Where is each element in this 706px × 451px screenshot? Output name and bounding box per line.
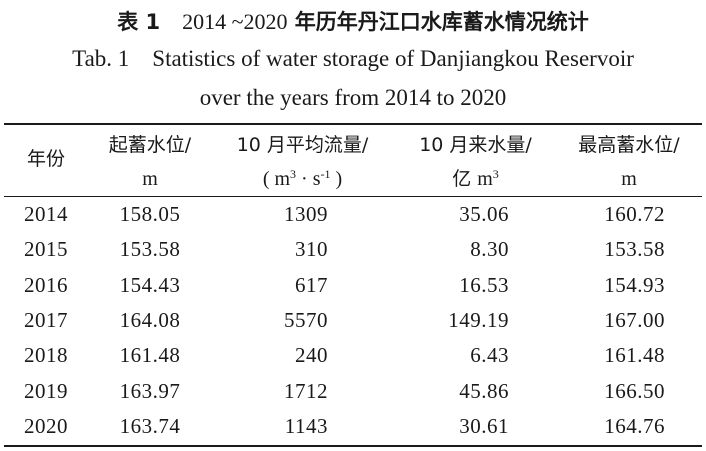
table-cell: 149.19 [448, 307, 509, 332]
table-cell: 6.43 [470, 343, 509, 368]
table-cell-year: 2016 [24, 272, 68, 297]
table-cell: 167.00 [604, 307, 665, 332]
table-cell: 240 [295, 343, 328, 368]
table-cell: 166.50 [604, 378, 665, 403]
table-bottom-rule [4, 445, 702, 447]
table-cell: 1309 [284, 202, 328, 226]
table-cell-year: 2019 [24, 378, 68, 403]
header-oct-flow-unit: ( m3 · s-1 ) [262, 167, 343, 190]
table-cell: 160.72 [604, 202, 665, 226]
table-cell: 1712 [284, 378, 328, 403]
table-caption-chinese: 表 1 2014 ~2020 年历年丹江口水库蓄水情况统计 [0, 6, 706, 36]
header-initial-level-unit: m [142, 168, 158, 190]
table-cell: 153.58 [119, 237, 181, 262]
table-cell: 164.08 [119, 307, 181, 332]
table-cell: 154.43 [119, 272, 181, 297]
table-cell: 45.86 [459, 378, 509, 403]
table-cell: 1143 [284, 413, 328, 438]
header-max-level-unit: m [621, 168, 637, 190]
table-cell-year: 2017 [24, 307, 68, 332]
table-cell: 153.58 [604, 237, 665, 262]
table-cell: 164.76 [604, 413, 665, 438]
table-cell-year: 2020 [24, 413, 68, 438]
table-cell: 5570 [284, 307, 328, 332]
table-cell: 163.74 [119, 413, 181, 438]
table-cell: 16.53 [459, 272, 509, 297]
table-cell: 161.48 [119, 343, 181, 368]
table-header-rule [4, 196, 702, 197]
table-label-cn: 表 1 [117, 10, 161, 34]
table-cell: 310 [295, 237, 328, 262]
table-cell-year: 2014 [24, 202, 68, 226]
table-cell-year: 2015 [24, 237, 68, 262]
header-oct-inflow-unit: 亿 m3 [452, 167, 499, 190]
table-cell: 617 [295, 272, 328, 297]
table-cell-year: 2018 [24, 343, 68, 368]
table-cell: 161.48 [604, 343, 665, 368]
table-caption-english-line2: over the years from 2014 to 2020 [199, 85, 507, 110]
header-initial-level: 起蓄水位/ [108, 134, 192, 156]
table-cell: 35.06 [459, 202, 509, 226]
table-cell: 163.97 [119, 378, 181, 403]
header-year: 年份 [26, 148, 65, 170]
caption-title-cn: 年历年丹江口水库蓄水情况统计 [294, 10, 589, 34]
table-top-rule [4, 123, 702, 125]
table-cell: 158.05 [119, 202, 181, 226]
header-oct-inflow: 10 月来水量/ [419, 134, 532, 156]
table-cell: 8.30 [470, 237, 509, 262]
table-cell: 30.61 [459, 413, 509, 438]
caption-years: 2014 ~2020 [182, 9, 288, 34]
table-cell: 154.93 [604, 272, 665, 297]
header-oct-flow: 10 月平均流量/ [236, 134, 369, 156]
header-max-level: 最高蓄水位/ [578, 134, 680, 156]
table-caption-english-line1: Tab. 1 Statistics of water storage of Da… [72, 46, 634, 71]
